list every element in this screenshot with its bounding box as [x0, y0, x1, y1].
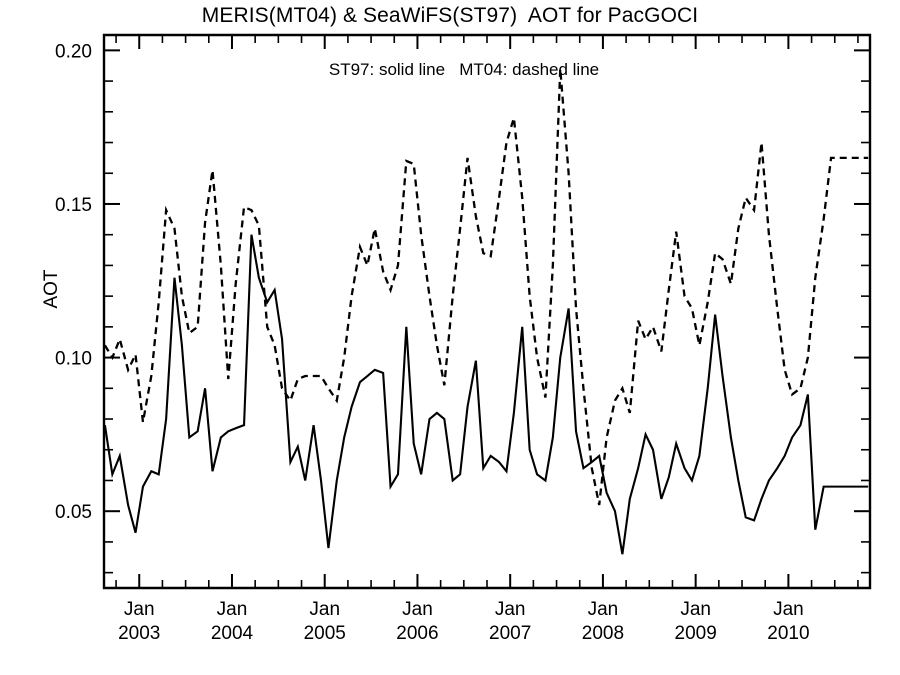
x-tick-label: Jan	[124, 599, 155, 620]
x-tick-label: 2003	[118, 623, 160, 644]
legend-annotation: ST97: solid line MT04: dashed line	[328, 60, 600, 79]
x-tick-label: Jan	[680, 599, 711, 620]
y-tick-label: 0.20	[55, 41, 92, 62]
x-tick-label: 2004	[211, 623, 254, 644]
x-tick-label: Jan	[773, 599, 804, 620]
page-title: MERIS(MT04) & SeaWiFS(ST97) AOT for PacG…	[201, 4, 699, 27]
y-tick-label: 0.05	[55, 502, 92, 523]
series-line-st97	[103, 234, 869, 555]
x-tick-label: Jan	[309, 599, 340, 620]
x-tick-label: 2005	[304, 623, 346, 644]
x-tick-label: 2007	[489, 623, 531, 644]
data-series-group	[103, 68, 869, 555]
x-tick-label: Jan	[217, 599, 248, 620]
x-tick-label: 2010	[767, 623, 809, 644]
x-tick-label: 2008	[582, 623, 624, 644]
x-tick-label: 2006	[396, 623, 438, 644]
y-tick-label: 0.10	[55, 349, 92, 370]
y-tick-label: 0.15	[55, 195, 92, 216]
axis-box	[102, 33, 872, 590]
x-tick-label: Jan	[495, 599, 526, 620]
ticks-group	[104, 35, 870, 588]
x-tick-label: Jan	[588, 599, 619, 620]
series-line-mt04	[103, 68, 869, 506]
x-tick-label: Jan	[402, 599, 433, 620]
x-tick-label: 2009	[675, 623, 717, 644]
axes-group	[102, 33, 872, 590]
y-tick-labels: 0.05 0.10 0.15 0.20	[55, 41, 92, 523]
x-tick-labels: Jan 2003 Jan 2004 Jan 2005 Jan 2006 Jan 2007 Jan 20…	[118, 599, 809, 644]
